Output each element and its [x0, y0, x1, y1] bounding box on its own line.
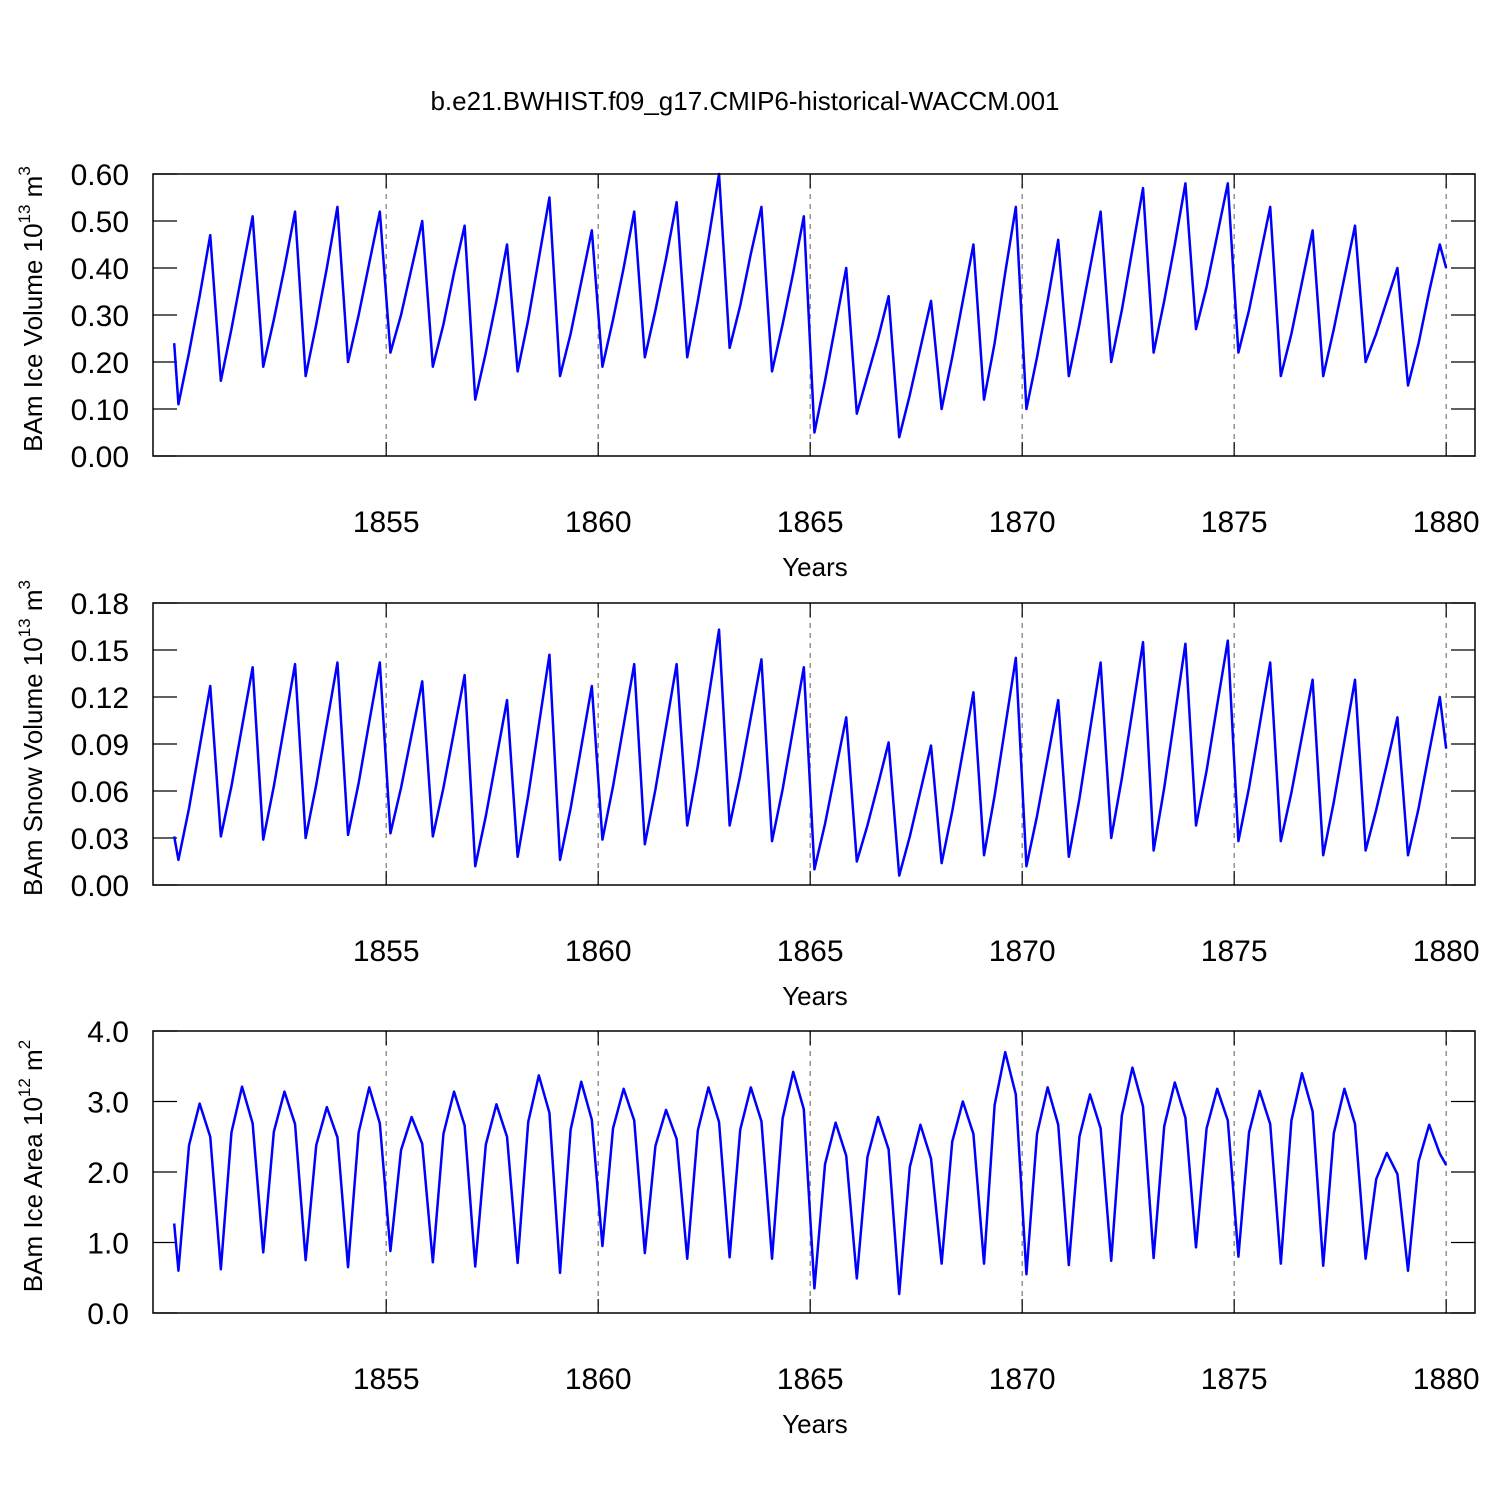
y-tick-label: 3.0 [87, 1087, 129, 1120]
x-tick-label: 1865 [777, 506, 844, 539]
y-tick-label: 2.0 [87, 1157, 129, 1190]
y-axis-label-part: BAm Ice Area 10 [18, 1097, 48, 1292]
x-tick-label: 1860 [565, 1363, 632, 1396]
y-axis-label-exponent: 3 [15, 166, 34, 175]
x-axis-label: Years [782, 552, 848, 582]
x-axis-label: Years [782, 981, 848, 1011]
y-tick-label: 0.00 [71, 441, 129, 474]
x-tick-label: 1855 [353, 1363, 420, 1396]
x-tick-label: 1860 [565, 935, 632, 968]
x-tick-label: 1880 [1413, 506, 1480, 539]
y-tick-label: 0.15 [71, 635, 129, 668]
x-tick-label: 1875 [1201, 935, 1268, 968]
x-tick-label: 1865 [777, 935, 844, 968]
y-tick-label: 0.12 [71, 682, 129, 715]
y-axis-label: BAm Ice Area 1012 m2 [15, 1040, 48, 1292]
x-tick-label: 1855 [353, 506, 420, 539]
y-axis-label-exponent: 2 [15, 1040, 34, 1049]
y-axis-label-exponent: 12 [15, 1078, 34, 1097]
x-tick-label: 1880 [1413, 1363, 1480, 1396]
y-tick-label: 0.06 [71, 776, 129, 809]
data-line [172, 172, 1448, 439]
figure-title: b.e21.BWHIST.f09_g17.CMIP6-historical-WA… [430, 86, 1059, 116]
y-tick-label: 0.18 [71, 588, 129, 621]
x-tick-label: 1870 [989, 935, 1056, 968]
x-tick-label: 1865 [777, 1363, 844, 1396]
y-tick-label: 0.00 [71, 870, 129, 903]
y-axis-label-part: BAm Ice Volume 10 [18, 223, 48, 451]
x-tick-label: 1870 [989, 1363, 1056, 1396]
x-tick-label: 1870 [989, 506, 1056, 539]
y-tick-label: 0.60 [71, 159, 129, 192]
y-axis-label-part: m [18, 1049, 48, 1078]
y-axis-label-part: m [18, 176, 48, 205]
plot-frame [152, 1030, 1476, 1314]
y-tick-label: 0.0 [87, 1298, 129, 1331]
y-axis-label-exponent: 13 [15, 205, 34, 224]
y-axis-label-exponent: 3 [15, 580, 34, 589]
y-tick-label: 0.09 [71, 729, 129, 762]
y-tick-label: 0.10 [71, 394, 129, 427]
x-axis-label: Years [782, 1409, 848, 1439]
y-axis-label-part: BAm Snow Volume 10 [18, 637, 48, 896]
y-axis-label: BAm Snow Volume 1013 m3 [15, 580, 48, 896]
y-axis-label: BAm Ice Volume 1013 m3 [15, 166, 48, 452]
y-axis-label-exponent: 13 [15, 618, 34, 637]
y-tick-label: 1.0 [87, 1228, 129, 1261]
y-tick-label: 0.30 [71, 300, 129, 333]
x-tick-label: 1875 [1201, 1363, 1268, 1396]
y-axis-label-part: m [18, 589, 48, 618]
plot-frame [152, 602, 1476, 886]
data-line [172, 628, 1448, 877]
y-tick-label: 4.0 [87, 1016, 129, 1049]
plot-frame [152, 173, 1476, 457]
x-tick-label: 1880 [1413, 935, 1480, 968]
data-line [172, 1050, 1448, 1296]
x-tick-label: 1860 [565, 506, 632, 539]
x-tick-label: 1875 [1201, 506, 1268, 539]
y-tick-label: 0.03 [71, 823, 129, 856]
y-tick-label: 0.20 [71, 347, 129, 380]
y-tick-label: 0.50 [71, 206, 129, 239]
x-tick-label: 1855 [353, 935, 420, 968]
y-tick-label: 0.40 [71, 253, 129, 286]
